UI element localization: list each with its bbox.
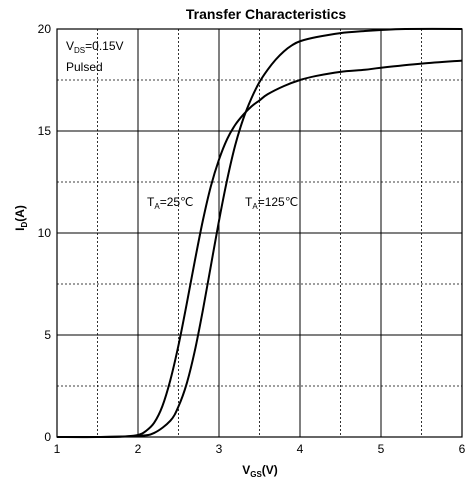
y-axis-label-unit: (A) [13, 205, 27, 222]
vds-value: =0.15V [85, 39, 123, 53]
series-label-125c: TA=125℃ [245, 195, 298, 211]
vds-symbol: V [66, 39, 74, 53]
chart-title: Transfer Characteristics [186, 6, 347, 22]
y-tick-label: 0 [44, 430, 51, 444]
series-label-25c-value: =25℃ [160, 195, 194, 209]
x-tick-label: 2 [135, 442, 142, 456]
y-axis-label-main: I [13, 228, 27, 231]
plot-frame [56, 28, 463, 438]
x-tick-label: 3 [216, 442, 223, 456]
curves [56, 27, 463, 439]
series-label-125c-subscript: A [252, 202, 258, 211]
x-axis-label-sub: GS [250, 470, 262, 479]
curve-ta-25c [56, 59, 463, 439]
y-tick-labels: 0 5 10 15 20 [38, 22, 52, 444]
series-label-125c-value: =125℃ [258, 195, 299, 209]
x-axis-label-unit: (V) [262, 463, 278, 477]
x-tick-label: 6 [459, 442, 465, 456]
y-axis-label-sub: D [20, 222, 29, 228]
y-tick-label: 15 [38, 124, 52, 138]
series-label-125c-symbol: T [245, 195, 253, 209]
series-label-25c-symbol: T [147, 195, 155, 209]
curve-ta-125c [56, 27, 463, 439]
x-tick-label: 1 [54, 442, 61, 456]
x-axis-label-main: V [242, 463, 250, 477]
y-tick-label: 20 [38, 22, 52, 36]
pulsed-annotation: Pulsed [66, 60, 103, 74]
series-label-25c-subscript: A [154, 202, 160, 211]
x-tick-label: 4 [297, 442, 304, 456]
series-label-25c: TA=25℃ [147, 195, 194, 211]
y-axis-label: ID(A) [13, 205, 29, 231]
vds-annotation: VDS=0.15V [66, 39, 124, 55]
y-tick-label: 10 [38, 226, 52, 240]
x-axis-label: VGS(V) [242, 463, 278, 479]
x-tick-label: 5 [378, 442, 385, 456]
x-tick-labels: 1 2 3 4 5 6 [54, 442, 465, 456]
y-tick-label: 5 [44, 328, 51, 342]
grid [57, 29, 462, 437]
vds-subscript: DS [74, 46, 85, 55]
